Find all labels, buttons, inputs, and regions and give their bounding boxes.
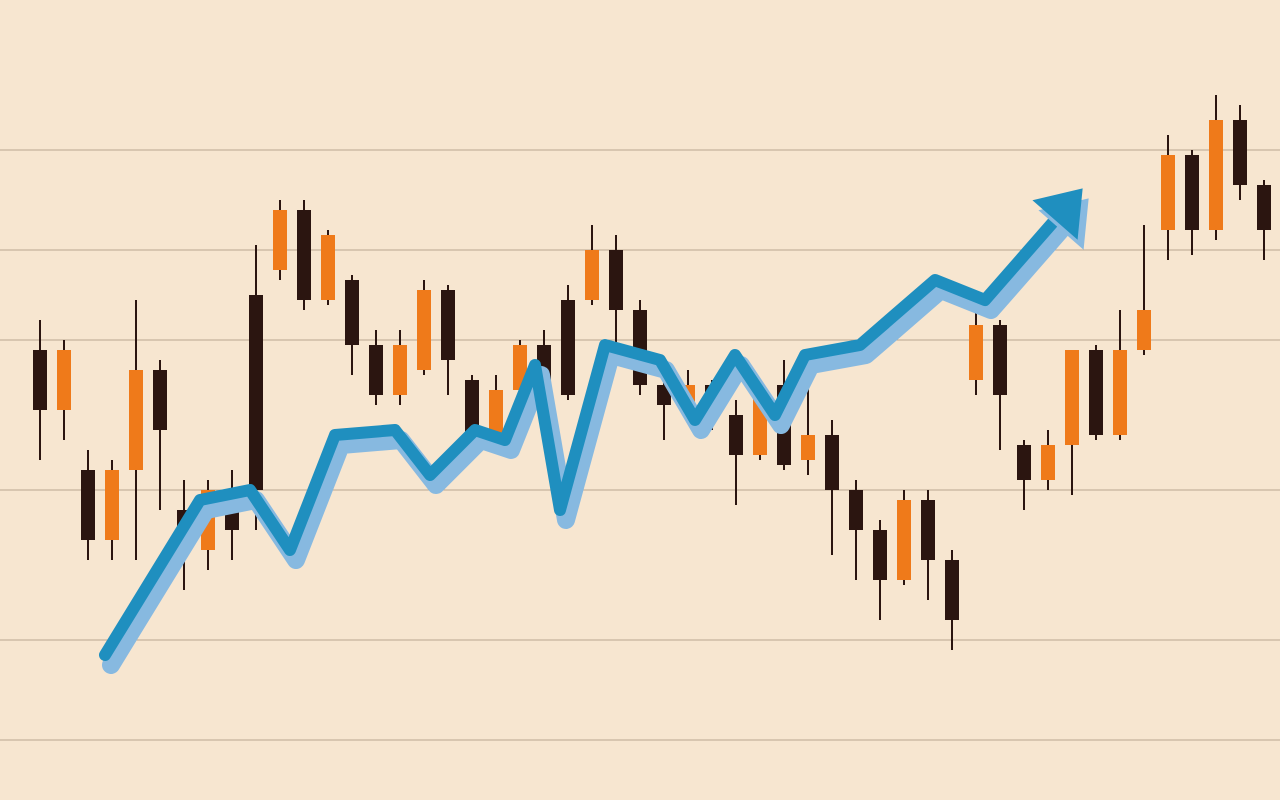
candle-body (1233, 120, 1247, 185)
candle-body (873, 530, 887, 580)
candle-body (249, 295, 263, 490)
candle-body (273, 210, 287, 270)
candle-body (321, 235, 335, 300)
candle-body (921, 500, 935, 560)
candle-body (561, 300, 575, 395)
candle-body (1185, 155, 1199, 230)
candle-body (441, 290, 455, 360)
candle-body (33, 350, 47, 410)
candle-body (945, 560, 959, 620)
candle-body (825, 435, 839, 490)
candle-body (105, 470, 119, 540)
candlestick-chart (0, 0, 1280, 800)
candle-body (609, 250, 623, 310)
candle-body (897, 500, 911, 580)
candle-body (129, 370, 143, 470)
candle-body (1113, 350, 1127, 435)
candle-body (1137, 310, 1151, 350)
candle-body (393, 345, 407, 395)
candle-body (1065, 350, 1079, 445)
candle-body (729, 415, 743, 455)
candle-body (993, 325, 1007, 395)
candle-body (153, 370, 167, 430)
candle-body (1257, 185, 1271, 230)
candle-body (1041, 445, 1055, 480)
candle-body (345, 280, 359, 345)
candle-body (1161, 155, 1175, 230)
candle-body (585, 250, 599, 300)
chart-background (0, 0, 1280, 800)
candle-body (969, 325, 983, 380)
candle-body (849, 490, 863, 530)
candle-body (297, 210, 311, 300)
candle-body (57, 350, 71, 410)
candle-body (1209, 120, 1223, 230)
candle-body (1017, 445, 1031, 480)
candle-body (1089, 350, 1103, 435)
candle-body (417, 290, 431, 370)
candle-body (81, 470, 95, 540)
candle-body (801, 435, 815, 460)
candle-body (369, 345, 383, 395)
